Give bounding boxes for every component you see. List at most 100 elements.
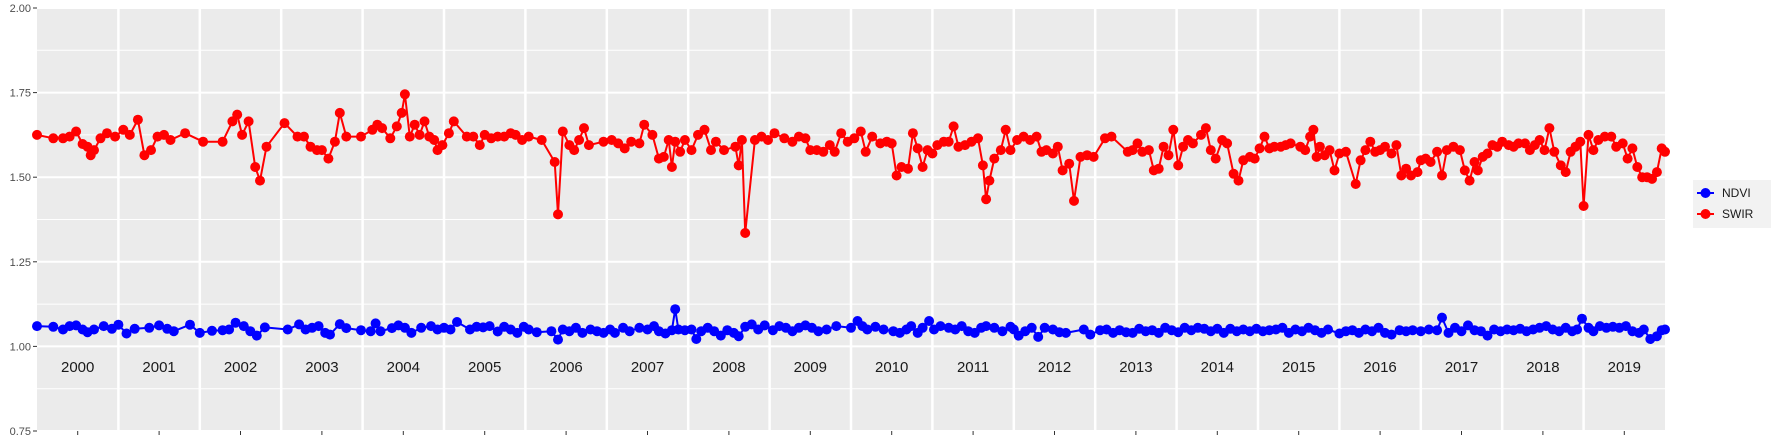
swir-point [1069,195,1079,206]
swir-point [146,145,156,156]
ndvi-point [1033,331,1044,342]
swir-point [261,141,272,152]
ndvi-point [113,319,124,330]
swir-point [977,160,988,171]
swir-point [1168,124,1179,135]
swir-point [1340,146,1351,157]
ndvi-point [185,319,195,330]
swir-point [1627,143,1638,154]
y-tick-label: 1.50 [10,172,31,184]
swir-point [1432,146,1443,157]
ndvi-point [230,317,241,328]
ndvi-point [1386,329,1397,340]
swir-point [1158,141,1169,152]
swir-point [1544,123,1555,134]
swir-point [536,135,547,145]
ndvi-point [1415,326,1426,337]
ndvi-point [251,330,262,341]
swir-point [1437,170,1447,181]
year-label: 2015 [1282,359,1315,376]
ndvi-point [917,322,928,333]
ndvi-point [32,321,42,332]
swir-point [377,123,388,134]
legend-key-swir-point [1700,209,1711,219]
swir-point [579,123,589,134]
ndvi-point [341,323,352,334]
swir-point [769,128,780,139]
swir-point [1482,148,1493,159]
ndvi-point [1060,327,1071,338]
swir-point [943,136,954,147]
ndvi-point [1456,326,1467,337]
swir-point [634,138,645,149]
swir-point [1205,145,1216,156]
year-label: 2010 [875,359,908,376]
swir-point [385,133,396,144]
swir-point [1412,167,1423,178]
ndvi-point [1423,324,1434,335]
swir-point [232,109,243,120]
swir-point [1660,146,1670,157]
swir-point [334,107,345,118]
swir-point [849,133,860,144]
swir-point [763,135,773,145]
ndvi-point [98,321,109,332]
ndvi-point [546,326,557,337]
swir-point [1259,131,1270,142]
y-tick-label: 0.75 [10,426,31,438]
swir-point [836,128,847,139]
swir-point [1005,145,1016,156]
swir-point [557,126,568,137]
swir-point [1031,131,1042,142]
swir-point [927,148,938,159]
swir-point [102,128,112,139]
year-label: 2000 [61,359,94,376]
y-tick-label: 2.00 [10,3,31,15]
swir-point [391,121,402,132]
year-label: 2013 [1119,359,1152,376]
ndvi-point [484,321,495,332]
ndvi-point [878,324,889,335]
ndvi-point [686,324,697,335]
x-axis: 2000 2001 2002 2003 2004 2005 2006 2007 2008 2009… [61,359,1641,435]
swir-point [719,145,729,156]
swir-point [396,107,407,118]
ndvi-point [1039,322,1050,333]
year-label: 2006 [549,359,582,376]
swir-point [89,145,99,156]
swir-point [1360,145,1371,156]
swir-point [419,116,430,127]
swir-point [981,194,992,205]
swir-point [973,133,983,144]
swir-point [356,131,366,142]
swir-point [180,128,191,139]
swir-point [1000,124,1011,135]
swir-point [474,140,485,151]
ndvi-point [634,322,645,333]
swir-point [619,143,630,154]
swir-point [1106,131,1117,142]
swir-point [1365,136,1376,147]
swir-point [523,131,534,142]
year-label: 2008 [712,359,745,376]
swir-point [670,136,681,147]
swir-point [679,135,690,145]
ndvi-point [523,324,534,335]
ndvi-point [670,304,681,315]
swir-point [323,153,334,164]
swir-point [995,145,1006,156]
ndvi-point [325,329,335,340]
swir-point [639,119,650,130]
ndvi-point [370,318,381,329]
ndvi-point [452,317,462,327]
ndvi-point [129,323,140,334]
swir-point [658,151,669,162]
swir-point [1088,151,1099,162]
ndvi-point [989,322,1000,333]
swir-point [699,124,710,135]
swir-point [1380,141,1390,152]
swir-point [583,140,594,151]
swir-point [855,126,866,137]
swir-point [598,136,609,147]
